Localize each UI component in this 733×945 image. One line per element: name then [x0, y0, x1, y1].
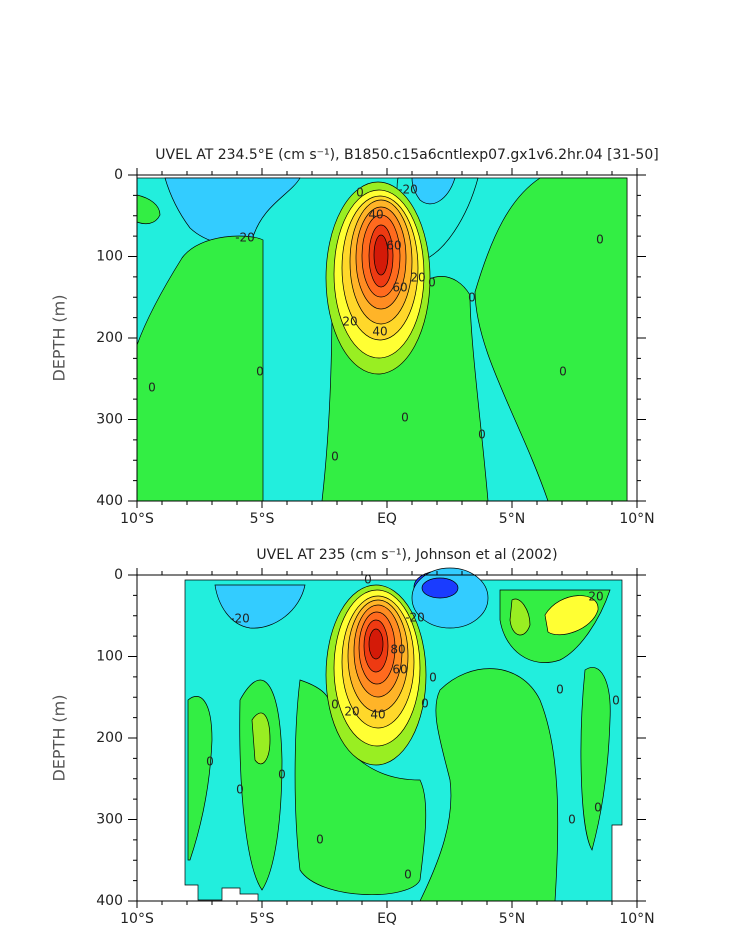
y-tick-label: 100 — [96, 649, 123, 665]
contour-label: 0 — [404, 868, 412, 882]
contour-label: 0 — [256, 365, 264, 379]
contour-label: 0 — [278, 768, 286, 782]
y-tick-label: 200 — [96, 730, 123, 746]
x-tick-label: EQ — [377, 511, 397, 527]
y-tick-label: 200 — [96, 330, 123, 346]
contour-label: 0 — [428, 276, 436, 290]
contour-label: -20 — [230, 612, 250, 626]
contour-region — [136, 235, 264, 502]
y-axis-label: DEPTH (m) — [50, 294, 69, 381]
contour-label: 60 — [386, 239, 401, 253]
contour-label: 0 — [206, 755, 214, 769]
contour-label: 40 — [368, 208, 383, 222]
y-axis-label: DEPTH (m) — [50, 694, 69, 781]
contour-label: -20 — [405, 611, 425, 625]
contour-region — [136, 194, 161, 225]
y-tick-label: 400 — [96, 893, 123, 909]
contour-label: 20 — [410, 271, 425, 285]
contour-region — [419, 668, 559, 902]
contour-label: 40 — [372, 325, 387, 339]
contour-label: 0 — [429, 671, 437, 685]
x-tick-label: EQ — [377, 911, 397, 927]
contour-label: -20 — [235, 231, 255, 245]
contour-label: 0 — [236, 783, 244, 797]
contour-region — [580, 667, 611, 851]
contour-label: 0 — [478, 428, 486, 442]
contour-label: 20 — [344, 705, 359, 719]
x-tick-label: 10°N — [619, 911, 654, 927]
contour-region — [509, 598, 531, 636]
y-tick-label: 0 — [114, 567, 123, 583]
contour-label: 0 — [364, 573, 372, 587]
y-tick-label: 300 — [96, 812, 123, 828]
contour-label: -20 — [398, 183, 418, 197]
contour-label: 0 — [559, 365, 567, 379]
x-tick-label: 5°N — [499, 911, 525, 927]
contour-label: 0 — [594, 801, 602, 815]
chart-title: UVEL AT 235 (cm s⁻¹), Johnson et al (200… — [256, 547, 557, 563]
contour-region — [373, 234, 389, 276]
contour-region — [421, 577, 459, 599]
x-tick-label: 10°S — [120, 911, 154, 927]
contour-label: 60 — [392, 663, 407, 677]
x-tick-label: 10°N — [619, 511, 654, 527]
x-tick-label: 5°S — [250, 911, 275, 927]
contour-label: 0 — [148, 381, 156, 395]
contour-region — [474, 177, 628, 502]
contour-label: 40 — [370, 708, 385, 722]
y-tick-label: 300 — [96, 412, 123, 428]
contour-label: 0 — [356, 186, 364, 200]
contour-region — [411, 177, 456, 205]
contour-region — [187, 696, 213, 861]
y-tick-label: 100 — [96, 249, 123, 265]
x-tick-label: 5°S — [250, 511, 275, 527]
contour-region — [239, 679, 283, 891]
contour-label: 0 — [331, 450, 339, 464]
contour-region — [544, 595, 599, 636]
contour-region — [214, 584, 306, 629]
contour-label: 0 — [468, 291, 476, 305]
contour-label: 0 — [421, 697, 429, 711]
contour-label: 60 — [392, 281, 407, 295]
contour-label: 80 — [390, 643, 405, 657]
contour-label: 0 — [331, 698, 339, 712]
contour-label: 0 — [596, 233, 604, 247]
x-tick-label: 10°S — [120, 511, 154, 527]
contour-label: 0 — [556, 683, 564, 697]
contour-label: 0 — [401, 411, 409, 425]
contour-region — [368, 628, 384, 660]
x-tick-label: 5°N — [499, 511, 525, 527]
contour-label: 20 — [342, 315, 357, 329]
y-tick-label: 400 — [96, 493, 123, 509]
contour-region — [251, 712, 271, 765]
contour-label: 20 — [588, 590, 603, 604]
contour-label: 0 — [612, 694, 620, 708]
y-tick-label: 0 — [114, 167, 123, 183]
chart-title: UVEL AT 234.5°E (cm s⁻¹), B1850.c15a6cnt… — [155, 147, 658, 163]
contour-label: 0 — [568, 813, 576, 827]
contour-label: 0 — [316, 833, 324, 847]
